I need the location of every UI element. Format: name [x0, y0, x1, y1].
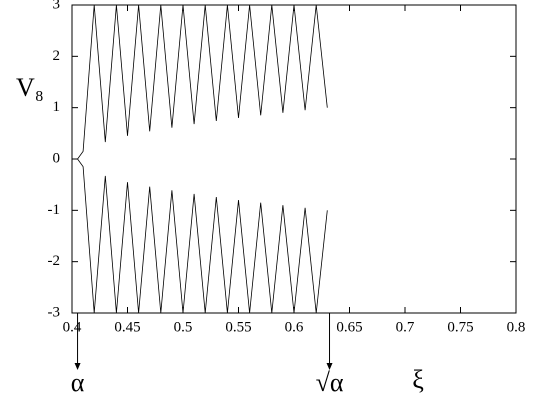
- curve: [77, 4, 328, 160]
- x-tick-label: 0.55: [225, 319, 251, 335]
- annotation-label: √α: [316, 368, 344, 397]
- y-tick-label: -1: [48, 202, 61, 218]
- y-tick-label: -2: [48, 253, 61, 269]
- y-tick-label: 0: [53, 150, 61, 166]
- x-tick-label: 0.65: [336, 319, 362, 335]
- x-tick-label: 0.75: [447, 319, 473, 335]
- plot-frame: [71, 4, 517, 314]
- x-tick-label: 0.4: [63, 319, 82, 335]
- x-tick-label: 0.8: [507, 319, 526, 335]
- y-axis-label: V₈: [16, 73, 44, 102]
- x-tick-label: 0.45: [114, 319, 140, 335]
- x-tick-label: 0.7: [396, 319, 415, 335]
- x-tick-label: 0.5: [174, 319, 193, 335]
- y-tick-label: 2: [53, 48, 61, 64]
- annotation-arrowhead: [74, 363, 81, 370]
- y-tick-label: -3: [48, 304, 61, 320]
- annotation-label: α: [71, 368, 85, 397]
- curve: [77, 158, 328, 314]
- annotation-arrowhead: [326, 363, 333, 370]
- y-tick-label: 3: [53, 0, 61, 12]
- y-tick-label: 1: [53, 99, 61, 115]
- x-axis-label: ξ: [412, 365, 424, 394]
- x-tick-label: 0.6: [285, 319, 304, 335]
